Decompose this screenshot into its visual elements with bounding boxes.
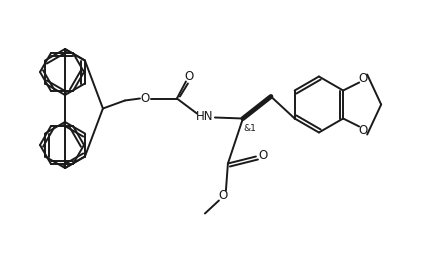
Text: O: O [140, 92, 150, 105]
Text: O: O [358, 72, 368, 85]
Text: O: O [184, 70, 194, 83]
Text: HN: HN [196, 110, 214, 123]
Text: O: O [258, 149, 268, 162]
Text: &1: &1 [244, 124, 256, 133]
Text: O: O [218, 189, 228, 202]
Text: O: O [358, 124, 368, 137]
